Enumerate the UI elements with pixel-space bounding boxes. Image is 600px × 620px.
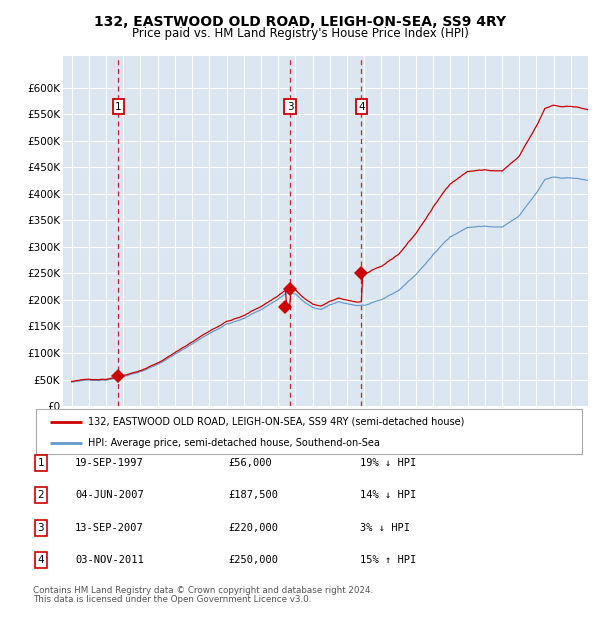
Text: This data is licensed under the Open Government Licence v3.0.: This data is licensed under the Open Gov… xyxy=(33,595,311,604)
Text: 03-NOV-2011: 03-NOV-2011 xyxy=(75,555,144,565)
Text: 3: 3 xyxy=(287,102,293,112)
Text: £220,000: £220,000 xyxy=(228,523,278,533)
Text: 14% ↓ HPI: 14% ↓ HPI xyxy=(360,490,416,500)
Text: Contains HM Land Registry data © Crown copyright and database right 2024.: Contains HM Land Registry data © Crown c… xyxy=(33,586,373,595)
Text: 2: 2 xyxy=(37,490,44,500)
Text: 1: 1 xyxy=(37,458,44,468)
Text: 4: 4 xyxy=(358,102,365,112)
Text: 4: 4 xyxy=(37,555,44,565)
Text: 13-SEP-2007: 13-SEP-2007 xyxy=(75,523,144,533)
Text: 04-JUN-2007: 04-JUN-2007 xyxy=(75,490,144,500)
Text: Price paid vs. HM Land Registry's House Price Index (HPI): Price paid vs. HM Land Registry's House … xyxy=(131,27,469,40)
Text: 3: 3 xyxy=(37,523,44,533)
Text: 132, EASTWOOD OLD ROAD, LEIGH-ON-SEA, SS9 4RY: 132, EASTWOOD OLD ROAD, LEIGH-ON-SEA, SS… xyxy=(94,16,506,30)
Text: 132, EASTWOOD OLD ROAD, LEIGH-ON-SEA, SS9 4RY (semi-detached house): 132, EASTWOOD OLD ROAD, LEIGH-ON-SEA, SS… xyxy=(88,417,464,427)
Text: 3% ↓ HPI: 3% ↓ HPI xyxy=(360,523,410,533)
Text: 1: 1 xyxy=(115,102,122,112)
Text: 15% ↑ HPI: 15% ↑ HPI xyxy=(360,555,416,565)
Text: 19-SEP-1997: 19-SEP-1997 xyxy=(75,458,144,468)
Text: £187,500: £187,500 xyxy=(228,490,278,500)
Text: 19% ↓ HPI: 19% ↓ HPI xyxy=(360,458,416,468)
Text: £250,000: £250,000 xyxy=(228,555,278,565)
Text: £56,000: £56,000 xyxy=(228,458,272,468)
Text: HPI: Average price, semi-detached house, Southend-on-Sea: HPI: Average price, semi-detached house,… xyxy=(88,438,380,448)
